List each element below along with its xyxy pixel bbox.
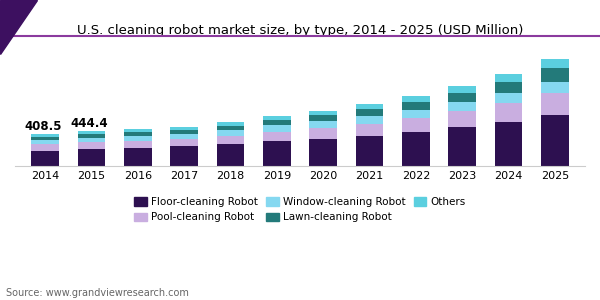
Bar (170, 130, 198, 134)
Bar (309, 139, 337, 166)
Bar (541, 82, 569, 93)
Bar (217, 130, 244, 136)
Bar (309, 121, 337, 128)
Bar (448, 111, 476, 127)
Bar (541, 68, 569, 82)
Bar (402, 132, 430, 166)
Bar (356, 124, 383, 136)
Bar (309, 128, 337, 139)
Bar (356, 116, 383, 124)
Bar (31, 134, 59, 137)
Text: Source: www.grandviewresearch.com: Source: www.grandviewresearch.com (6, 289, 189, 298)
Bar (541, 115, 569, 166)
Bar (124, 148, 152, 166)
Bar (170, 139, 198, 146)
Bar (31, 140, 59, 144)
Bar (448, 102, 476, 111)
Bar (170, 127, 198, 130)
Legend: Floor-cleaning Robot, Pool-cleaning Robot, Window-cleaning Robot, Lawn-cleaning : Floor-cleaning Robot, Pool-cleaning Robo… (130, 193, 470, 226)
Bar (494, 122, 523, 166)
Bar (217, 126, 244, 130)
Bar (31, 144, 59, 151)
Bar (356, 104, 383, 109)
Title: U.S. cleaning robot market size, by type, 2014 - 2025 (USD Million): U.S. cleaning robot market size, by type… (77, 24, 523, 37)
Bar (309, 115, 337, 121)
Bar (124, 129, 152, 132)
Bar (494, 103, 523, 122)
Bar (448, 86, 476, 93)
Bar (77, 142, 106, 149)
Bar (217, 136, 244, 144)
Bar (263, 132, 291, 141)
Bar (448, 93, 476, 102)
Bar (217, 144, 244, 166)
Bar (494, 74, 523, 82)
Bar (448, 127, 476, 166)
Bar (77, 138, 106, 142)
Bar (356, 109, 383, 116)
Bar (356, 136, 383, 166)
Bar (124, 132, 152, 136)
Bar (494, 93, 523, 103)
Bar (263, 120, 291, 125)
Bar (402, 110, 430, 118)
Bar (31, 137, 59, 140)
Bar (263, 116, 291, 120)
Bar (217, 122, 244, 126)
Bar (170, 134, 198, 139)
Bar (541, 93, 569, 115)
Bar (77, 134, 106, 138)
Bar (541, 59, 569, 68)
Bar (31, 151, 59, 166)
Bar (124, 136, 152, 141)
Text: 444.4: 444.4 (70, 117, 108, 130)
Bar (263, 141, 291, 166)
Bar (402, 96, 430, 102)
Bar (77, 149, 106, 166)
Bar (263, 125, 291, 132)
Bar (402, 118, 430, 132)
Bar (309, 111, 337, 115)
Bar (402, 102, 430, 110)
Bar (170, 146, 198, 166)
Text: 408.5: 408.5 (24, 120, 62, 133)
Bar (494, 82, 523, 93)
Bar (77, 131, 106, 134)
Bar (124, 141, 152, 148)
